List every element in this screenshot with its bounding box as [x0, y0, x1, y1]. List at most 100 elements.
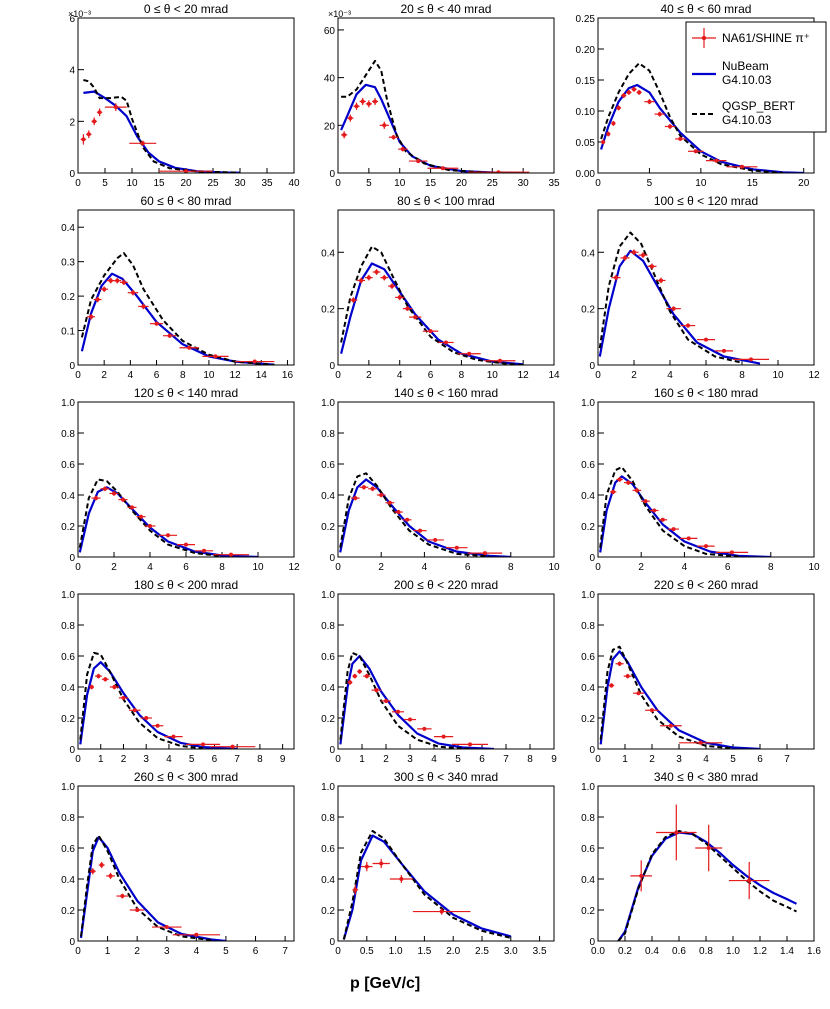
- data-point: [129, 140, 157, 146]
- data-point: [467, 170, 530, 173]
- data-point: [636, 89, 642, 95]
- x-tick-label: 0.4: [645, 946, 659, 957]
- x-tick-label: 0: [75, 562, 81, 573]
- data-point-marker: [102, 287, 107, 292]
- data-point: [372, 858, 390, 869]
- y-tick-label: 0.6: [321, 652, 335, 663]
- x-tick-label: 25: [487, 178, 499, 189]
- data-point-marker: [632, 87, 636, 92]
- data-point: [87, 314, 96, 320]
- data-point-marker: [617, 477, 622, 482]
- data-point-marker: [81, 137, 86, 142]
- x-tick-label: 8: [459, 370, 465, 381]
- x-tick-label: 7: [282, 946, 288, 957]
- y-tick-label: 0.8: [321, 813, 335, 824]
- x-tick-label: 14: [256, 370, 268, 381]
- data-point: [347, 680, 353, 685]
- y-tick-label: 0.2: [581, 906, 595, 917]
- x-tick-label: 2.5: [475, 946, 489, 957]
- legend-entry-data: NA61/SHINE π⁺: [692, 28, 810, 48]
- nubeam-line: [339, 478, 511, 557]
- data-point: [365, 100, 372, 108]
- nubeam-line: [340, 83, 524, 173]
- data-point: [611, 274, 621, 281]
- plot-frame: [77, 401, 295, 558]
- data-point-marker: [86, 132, 91, 137]
- data-point: [159, 169, 213, 173]
- x-tick-label: 2: [121, 754, 127, 765]
- data-point: [89, 684, 94, 690]
- x-tick-label: 20: [180, 178, 192, 189]
- x-tick-label: 1.4: [780, 946, 794, 957]
- y-tick-label: 0.8: [581, 429, 595, 440]
- data-point-marker: [729, 550, 734, 555]
- plot-frame: [77, 785, 295, 942]
- data-point: [626, 89, 632, 95]
- data-point-marker: [171, 734, 176, 739]
- data-point: [349, 297, 358, 303]
- data-point-marker: [89, 314, 94, 319]
- data-point: [656, 804, 697, 861]
- data-point: [172, 932, 221, 937]
- plot-frame: [337, 785, 555, 942]
- chart-panel: 20 ≤ θ < 40 mrad ×10⁻³ 0 5 10 15 20 25 30 35 0 20 40…: [324, 2, 560, 189]
- data-point-marker: [103, 486, 107, 491]
- x-tick-label: 4: [667, 370, 673, 381]
- data-point: [660, 723, 682, 728]
- data-point: [385, 500, 395, 505]
- data-point-marker: [166, 533, 170, 538]
- data-point-marker: [623, 255, 627, 260]
- data-point: [641, 499, 650, 504]
- data-point-marker: [229, 552, 233, 557]
- x-tick-label: 6: [703, 370, 709, 381]
- x-tick-label: 15: [747, 178, 759, 189]
- data-point: [616, 105, 622, 111]
- y-tick-label: 6: [69, 14, 75, 25]
- data-point-marker: [606, 131, 611, 136]
- data-point: [608, 683, 615, 688]
- data-point: [680, 323, 696, 328]
- x-tick-label: 8: [257, 754, 263, 765]
- data-point: [138, 303, 149, 310]
- data-point: [467, 551, 503, 556]
- x-tick-label: 35: [261, 178, 273, 189]
- data-point-marker: [714, 158, 719, 163]
- data-point-marker: [626, 90, 631, 95]
- data-point: [621, 93, 627, 98]
- data-point: [388, 134, 399, 140]
- data-point-marker: [213, 354, 218, 359]
- qgsp-line: [600, 62, 784, 173]
- data-point: [379, 121, 389, 129]
- data-point: [98, 861, 105, 869]
- data-point-marker: [384, 698, 388, 703]
- x-tick-label: 16: [282, 370, 294, 381]
- data-point: [150, 321, 164, 326]
- chart-panel: 100 ≤ θ < 120 mrad 0 2 4 6 8 10 12 0 0.2 0.4: [581, 194, 820, 381]
- qgsp-line: [599, 466, 739, 557]
- x-tick-label: 10: [772, 370, 784, 381]
- y-tick-label: 0.2: [61, 292, 75, 303]
- data-point: [434, 734, 454, 739]
- data-point-marker: [121, 280, 126, 285]
- x-tick-label: 1: [98, 754, 104, 765]
- data-point-marker: [433, 537, 438, 542]
- y-tick-label: 0.4: [321, 683, 335, 694]
- data-point: [647, 263, 657, 270]
- y-tick-label: 0.4: [61, 491, 75, 502]
- chart-title: 300 ≤ θ < 340 mrad: [394, 770, 498, 784]
- data-point: [632, 488, 642, 493]
- data-point-marker: [643, 499, 648, 504]
- x-tick-label: 3: [164, 946, 170, 957]
- data-point: [715, 550, 749, 555]
- data-point: [426, 537, 444, 542]
- data-point-marker: [366, 275, 371, 280]
- y-tick-label: 0.8: [581, 813, 595, 824]
- nubeam-line: [79, 836, 227, 941]
- data-point: [129, 908, 145, 912]
- y-tick-label: 0.4: [581, 683, 595, 694]
- data-point: [129, 708, 141, 713]
- x-tick-label: 5: [647, 178, 653, 189]
- chart-panel: 300 ≤ θ < 340 mrad 0 0.5 1.0 1.5 2.0 2.5 3.0 3.5…: [321, 770, 555, 957]
- data-point: [93, 296, 102, 303]
- data-point: [127, 289, 139, 296]
